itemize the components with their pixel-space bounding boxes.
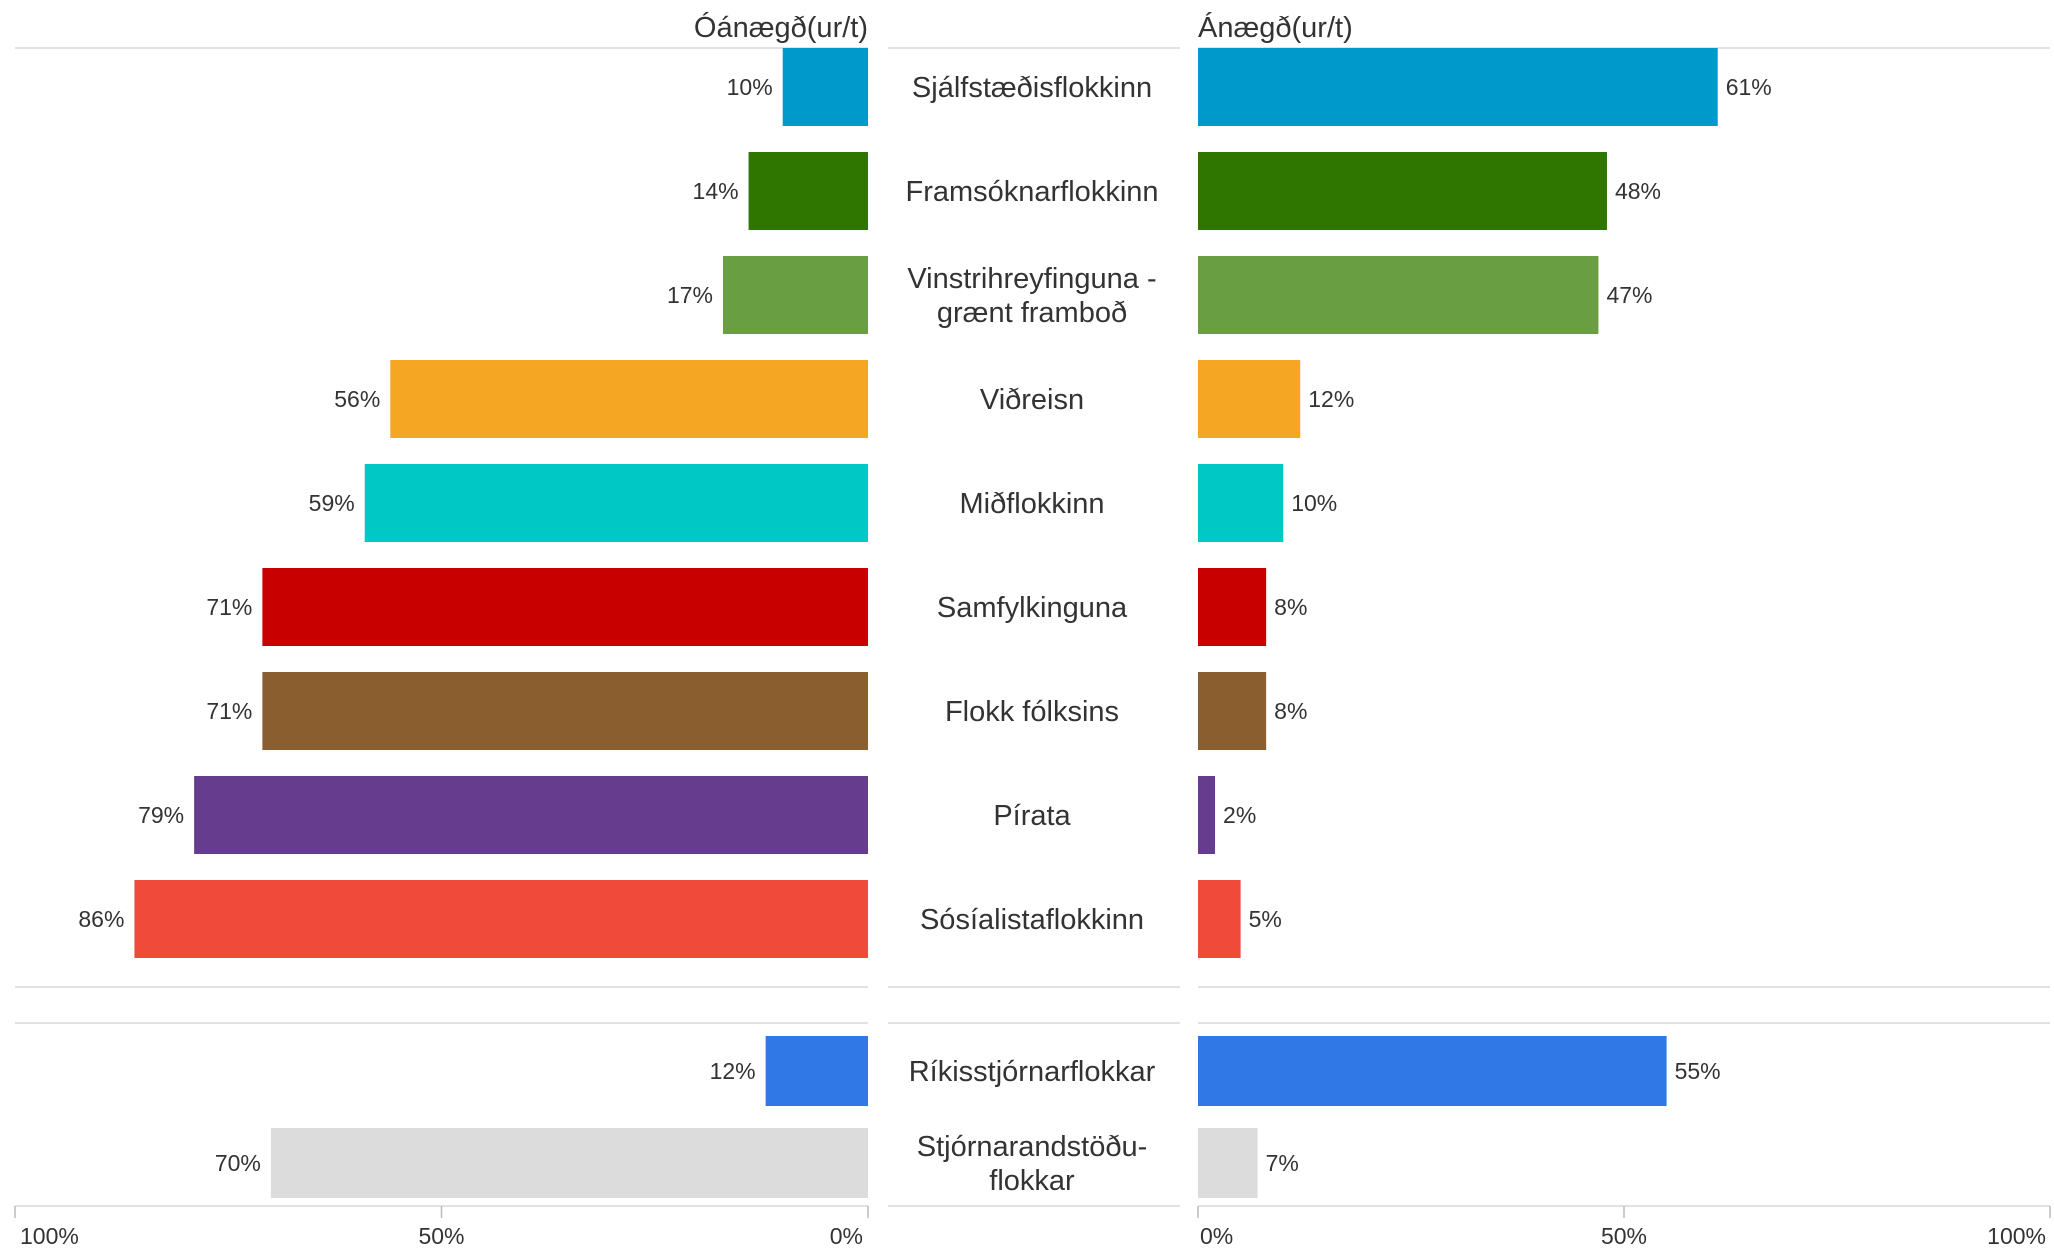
satisfied-value-label: 2% — [1223, 802, 1256, 828]
category-label-line: Sjálfstæðisflokkinn — [912, 72, 1152, 104]
dissatisfied-bar — [765, 1036, 868, 1106]
dissatisfied-bar — [390, 360, 868, 438]
satisfied-bar — [1198, 568, 1267, 646]
satisfied-bar — [1198, 152, 1607, 230]
satisfied-bar — [1198, 464, 1284, 542]
dissatisfied-value-label: 70% — [215, 1150, 261, 1176]
satisfied-value-label: 5% — [1249, 906, 1282, 932]
dissatisfied-value-label: 79% — [138, 802, 184, 828]
category-label-line: Sósíalistaflokkinn — [920, 904, 1144, 936]
category-label: Stjórnarandstöðu-flokkar — [917, 1131, 1148, 1197]
left-panel-title: Óánægð(ur/t) — [694, 11, 868, 44]
category-label: Sósíalistaflokkinn — [920, 904, 1144, 936]
right-tick-label: 100% — [1987, 1223, 2046, 1249]
satisfied-bar — [1198, 360, 1301, 438]
dissatisfied-value-label: 17% — [667, 282, 713, 308]
dissatisfied-bar — [722, 256, 868, 334]
dissatisfied-value-label: 10% — [727, 74, 773, 100]
satisfied-value-label: 55% — [1675, 1058, 1721, 1084]
satisfied-value-label: 10% — [1291, 490, 1337, 516]
satisfied-value-label: 8% — [1274, 698, 1307, 724]
dissatisfied-value-label: 12% — [710, 1058, 756, 1084]
dissatisfied-value-label: 86% — [78, 906, 124, 932]
category-label-line: Samfylkinguna — [937, 592, 1128, 624]
category-label-line: Framsóknarflokkinn — [905, 176, 1158, 208]
satisfied-bar — [1198, 256, 1599, 334]
dissatisfied-bar — [134, 880, 869, 958]
satisfied-value-label: 47% — [1606, 282, 1652, 308]
dissatisfied-bar — [270, 1128, 868, 1198]
dissatisfied-value-label: 71% — [206, 698, 252, 724]
dissatisfied-value-label: 56% — [334, 386, 380, 412]
category-label: Vinstrihreyfinguna -grænt framboð — [907, 263, 1156, 329]
left-tick-label: 50% — [418, 1223, 464, 1249]
dissatisfied-bar — [364, 464, 868, 542]
axis-ticks: 100% 50% 0% 0% 50% 100% — [14, 1206, 2051, 1249]
bars — [134, 48, 1718, 1198]
category-label-line: Vinstrihreyfinguna - — [907, 263, 1156, 295]
category-label-line: Ríkisstjórnarflokkar — [909, 1056, 1156, 1088]
category-label: Sjálfstæðisflokkinn — [912, 72, 1152, 104]
dissatisfied-bar — [748, 152, 868, 230]
satisfied-bar — [1198, 48, 1718, 126]
category-label: Viðreisn — [980, 384, 1084, 416]
category-label-line: Viðreisn — [980, 384, 1084, 416]
satisfied-bar — [1198, 776, 1216, 854]
satisfied-bar — [1198, 1036, 1667, 1106]
category-label-line: flokkar — [989, 1165, 1075, 1197]
category-label-line: Miðflokkinn — [959, 488, 1104, 520]
category-label: Ríkisstjórnarflokkar — [909, 1056, 1156, 1088]
left-tick-label: 0% — [830, 1223, 863, 1249]
dissatisfied-bar — [262, 568, 868, 646]
category-label: Flokk fólksins — [945, 696, 1119, 728]
category-label-line: Stjórnarandstöðu- — [917, 1131, 1148, 1163]
dissatisfied-value-label: 59% — [309, 490, 355, 516]
category-label: Miðflokkinn — [959, 488, 1104, 520]
dissatisfied-bar — [262, 672, 868, 750]
category-label: Framsóknarflokkinn — [905, 176, 1158, 208]
satisfied-value-label: 48% — [1615, 178, 1661, 204]
labels: 10% 61% Sjálfstæðisflokkinn 14% 48% Framsókna… — [78, 72, 1771, 1197]
category-label: Pírata — [993, 800, 1071, 832]
right-tick-label: 0% — [1200, 1223, 1233, 1249]
left-tick-label: 100% — [20, 1223, 79, 1249]
satisfied-value-label: 8% — [1274, 594, 1307, 620]
satisfied-value-label: 61% — [1726, 74, 1772, 100]
category-label-line: Pírata — [993, 800, 1071, 832]
dissatisfied-value-label: 71% — [206, 594, 252, 620]
category-label-line: grænt framboð — [937, 297, 1127, 329]
dissatisfied-bar — [782, 48, 868, 126]
dissatisfied-value-label: 14% — [693, 178, 739, 204]
satisfied-value-label: 12% — [1308, 386, 1354, 412]
satisfied-bar — [1198, 880, 1241, 958]
satisfied-value-label: 7% — [1266, 1150, 1299, 1176]
satisfied-bar — [1198, 1128, 1258, 1198]
right-tick-label: 50% — [1601, 1223, 1647, 1249]
satisfied-bar — [1198, 672, 1267, 750]
category-label: Samfylkinguna — [937, 592, 1128, 624]
dissatisfied-bar — [194, 776, 868, 854]
category-label-line: Flokk fólksins — [945, 696, 1119, 728]
right-panel-title: Ánægð(ur/t) — [1198, 11, 1353, 44]
